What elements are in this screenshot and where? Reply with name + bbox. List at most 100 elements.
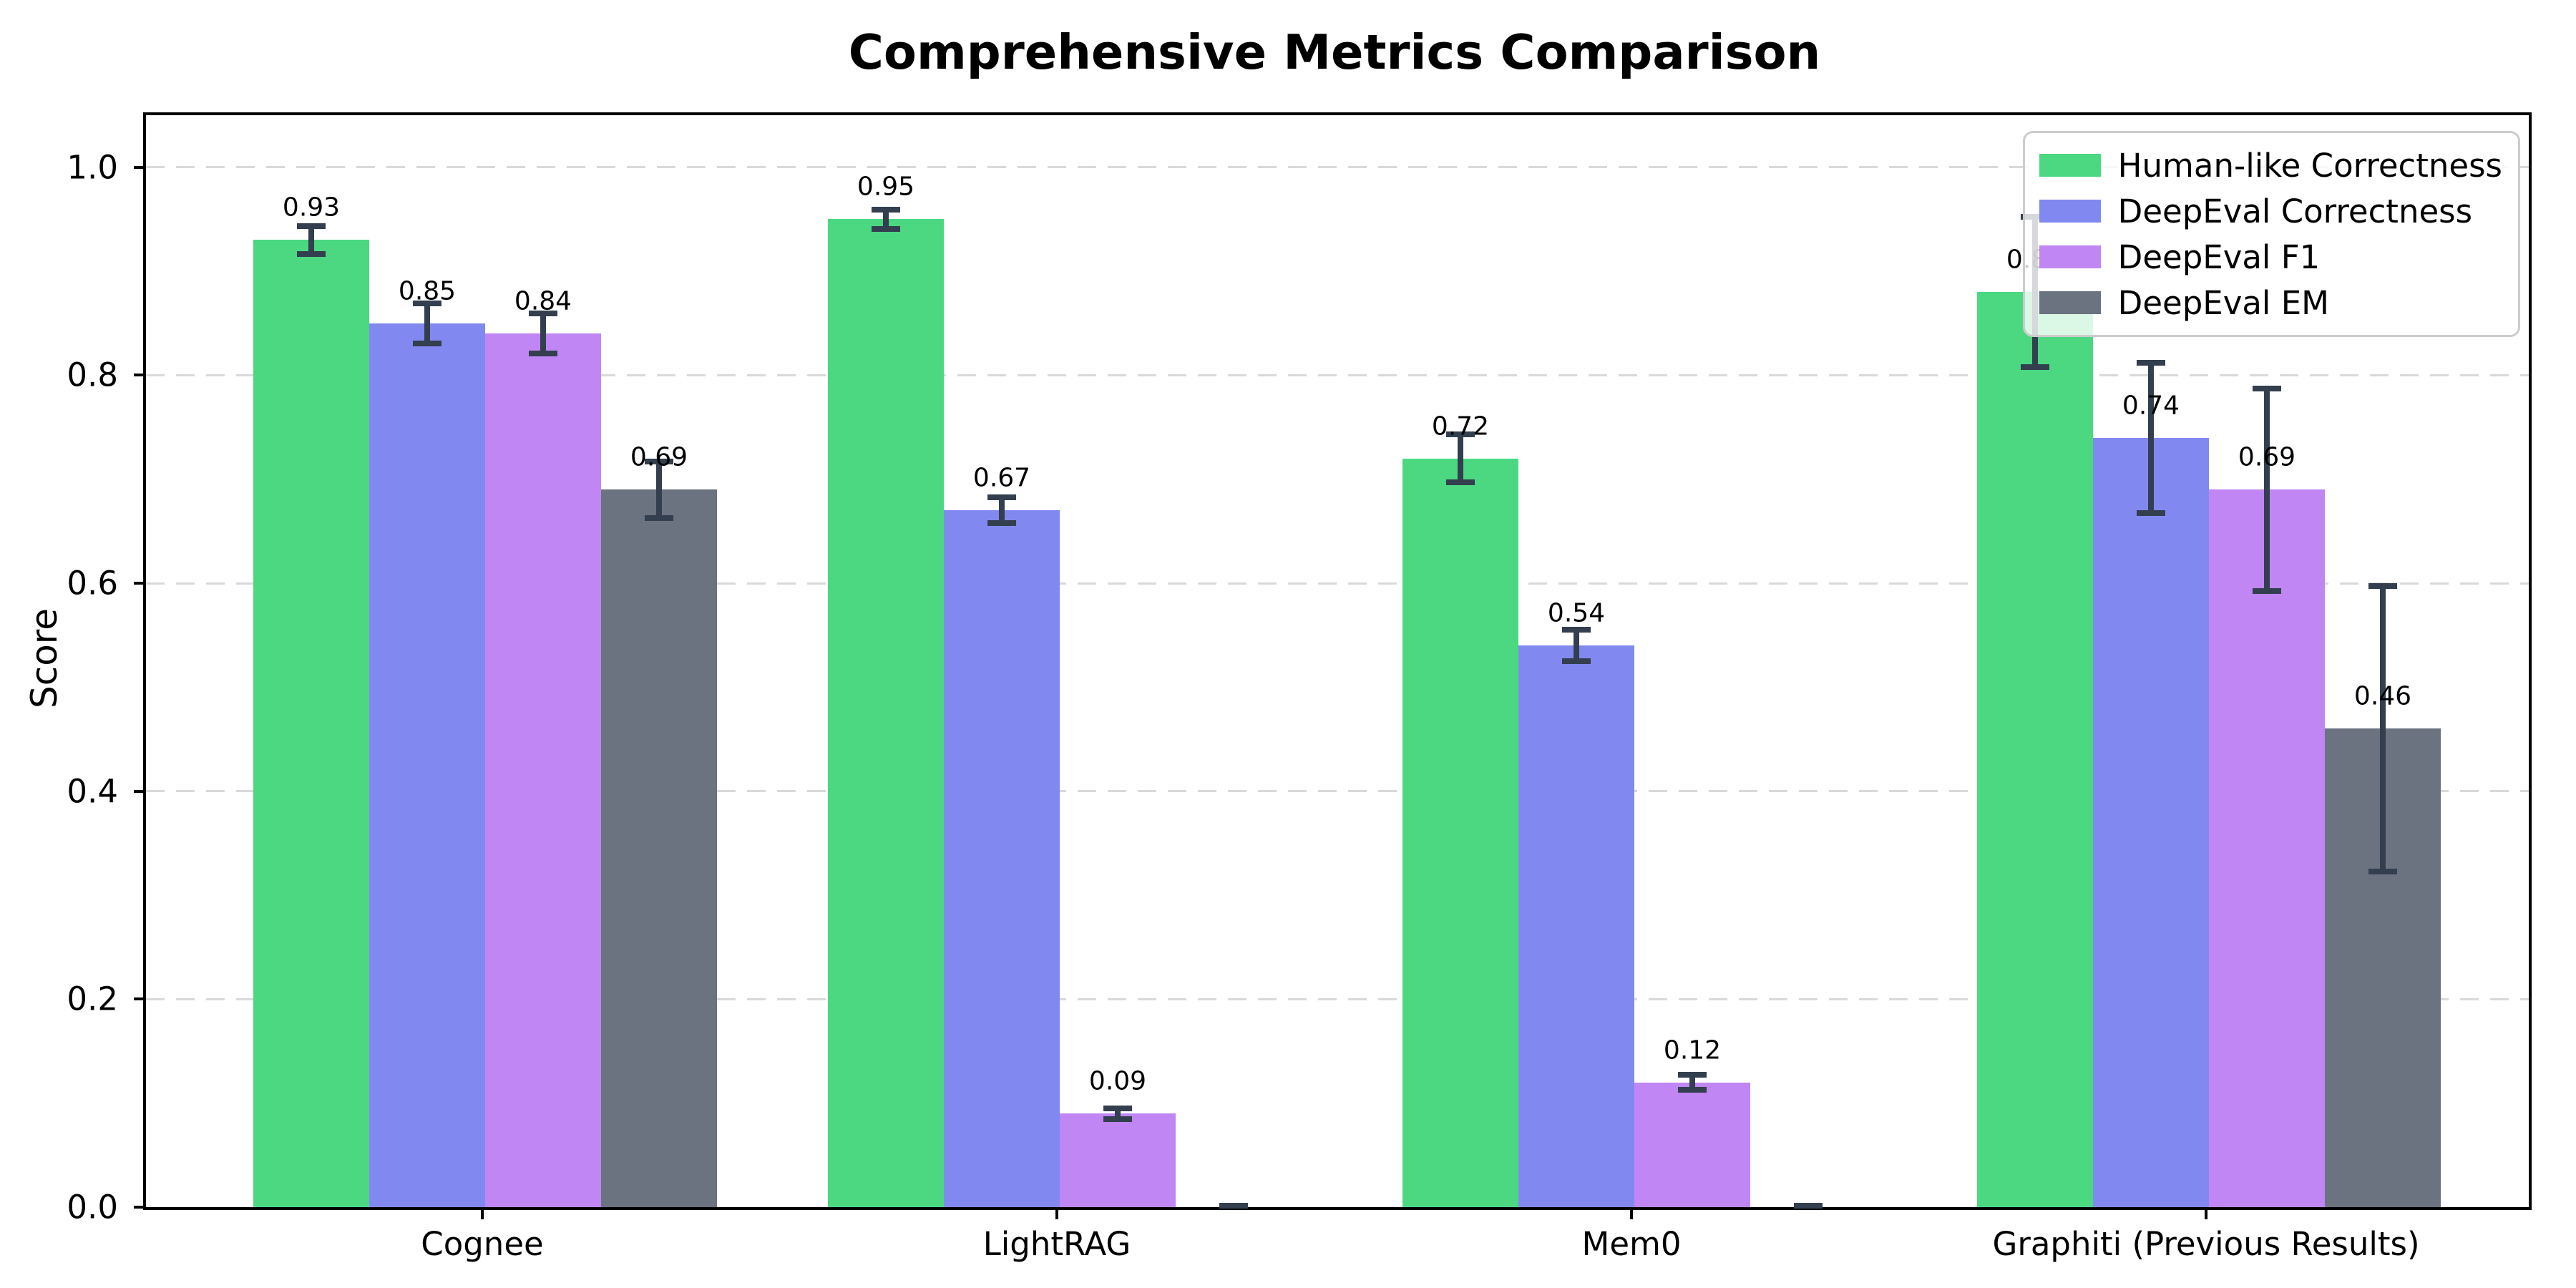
bar [601, 489, 717, 1207]
bar-value-label: 0.93 [282, 192, 341, 223]
bar [1977, 292, 2093, 1207]
error-bar [2264, 385, 2270, 594]
error-bar-cap-top [987, 494, 1016, 501]
error-bar-cap-bottom [1678, 1087, 1707, 1093]
bar [1060, 1113, 1176, 1207]
bar [828, 219, 944, 1207]
error-bar [540, 311, 546, 357]
bar [1402, 458, 1518, 1207]
error-bar-cap-bottom [2137, 509, 2165, 516]
x-tick-label: Graphiti (Previous Results) [1992, 1225, 2420, 1263]
error-bar-cap-top [872, 206, 900, 213]
bar [253, 240, 369, 1207]
y-axis-label: Score [24, 608, 65, 709]
legend-item: Human-like Correctness [2039, 145, 2502, 186]
error-bar-cap-bottom [872, 225, 900, 232]
bar-value-label: 0.72 [1431, 411, 1490, 441]
error-bar-cap-bottom [2253, 587, 2281, 594]
y-tick-label: 0.4 [67, 772, 118, 811]
error-bar-cap-bottom [1562, 658, 1591, 665]
error-bar-cap-bottom [1446, 479, 1475, 486]
error-bar-cap-top [645, 458, 673, 464]
error-bar [2380, 583, 2386, 874]
error-bar-cap-bottom [413, 340, 441, 346]
bar-value-label: 0.46 [2353, 681, 2412, 711]
legend: Human-like Correctness DeepEval Correctne… [2022, 131, 2520, 337]
x-tick [1630, 1207, 1633, 1219]
bars-layer [146, 115, 2529, 1207]
error-bars-layer [146, 115, 2529, 1209]
error-bar-cap-bottom [645, 514, 673, 521]
chart-title: Comprehensive Metrics Comparison [848, 24, 1821, 80]
error-bar-cap-top [2368, 583, 2397, 589]
y-tick [134, 374, 146, 377]
bar-value-label: 0.84 [514, 286, 572, 316]
legend-label: DeepEval F1 [2117, 238, 2321, 276]
bar-value-label: 0.54 [1547, 598, 1606, 628]
gridlines-layer [146, 115, 2529, 1207]
bar [944, 510, 1060, 1207]
grid-line [146, 374, 2529, 376]
y-tick-label: 0.2 [67, 980, 118, 1018]
error-bar-cap-bottom [2021, 364, 2049, 371]
bar [369, 323, 485, 1207]
y-tick [134, 997, 146, 1001]
bar-value-label: 0.67 [972, 463, 1031, 493]
error-bar [2148, 359, 2154, 516]
error-bar-cap-top [1794, 1203, 1823, 1209]
y-tick [134, 582, 146, 585]
error-bar [1458, 431, 1463, 486]
error-bar-cap-top [297, 223, 326, 230]
grid-line [146, 166, 2529, 169]
legend-label: DeepEval Correctness [2117, 192, 2473, 230]
error-bar [1115, 1105, 1121, 1122]
bar-value-label: 0.74 [2122, 391, 2180, 421]
error-bar-cap-top [1678, 1072, 1707, 1078]
y-tick [134, 165, 146, 169]
y-tick-label: 1.0 [67, 148, 118, 187]
legend-swatch [2039, 200, 2101, 223]
bar-value-label: 0.69 [630, 442, 688, 472]
bar-value-label: 0.69 [2238, 442, 2296, 472]
x-tick-label: Mem0 [1581, 1225, 1682, 1263]
error-bar-cap-top [1446, 431, 1475, 437]
error-bar-cap-bottom [297, 250, 326, 257]
x-tick [2205, 1207, 2207, 1219]
y-tick-label: 0.6 [67, 564, 118, 602]
error-bar-cap-bottom [987, 520, 1016, 527]
legend-label: DeepEval EM [2117, 283, 2329, 322]
y-tick-label: 0.0 [67, 1188, 118, 1226]
x-tick-label: Cognee [421, 1225, 544, 1263]
y-tick-label: 0.8 [67, 356, 118, 394]
error-bar [656, 458, 662, 521]
error-bar [999, 494, 1005, 527]
bar-value-label: 0.85 [398, 276, 457, 306]
legend-swatch [2039, 291, 2101, 314]
error-bar-cap-bottom [529, 351, 557, 357]
legend-swatch [2039, 245, 2101, 268]
plot-area: 0.930.950.720.880.850.670.540.740.840.09… [143, 112, 2532, 1210]
bar [485, 333, 601, 1207]
grid-line [146, 790, 2529, 793]
legend-item: DeepEval F1 [2039, 236, 2502, 278]
error-bar-cap-top [413, 300, 441, 306]
bar [2093, 437, 2209, 1207]
error-bar [1574, 627, 1579, 665]
x-tick [1055, 1207, 1058, 1219]
legend-item: DeepEval Correctness [2039, 190, 2502, 232]
error-bar-cap-bottom [1103, 1116, 1132, 1122]
bar [1518, 645, 1634, 1207]
bar-value-label: 0.95 [857, 172, 915, 202]
error-bar [308, 223, 314, 257]
grid-line [146, 582, 2529, 585]
error-bar-cap-top [1562, 627, 1591, 633]
y-tick [134, 789, 146, 793]
error-bar-cap-top [2253, 385, 2281, 391]
y-tick [134, 1206, 146, 1209]
bar [1634, 1082, 1750, 1207]
bar [2209, 489, 2325, 1207]
legend-swatch [2039, 154, 2101, 177]
x-tick [481, 1207, 484, 1219]
x-tick-label: LightRAG [982, 1225, 1131, 1263]
